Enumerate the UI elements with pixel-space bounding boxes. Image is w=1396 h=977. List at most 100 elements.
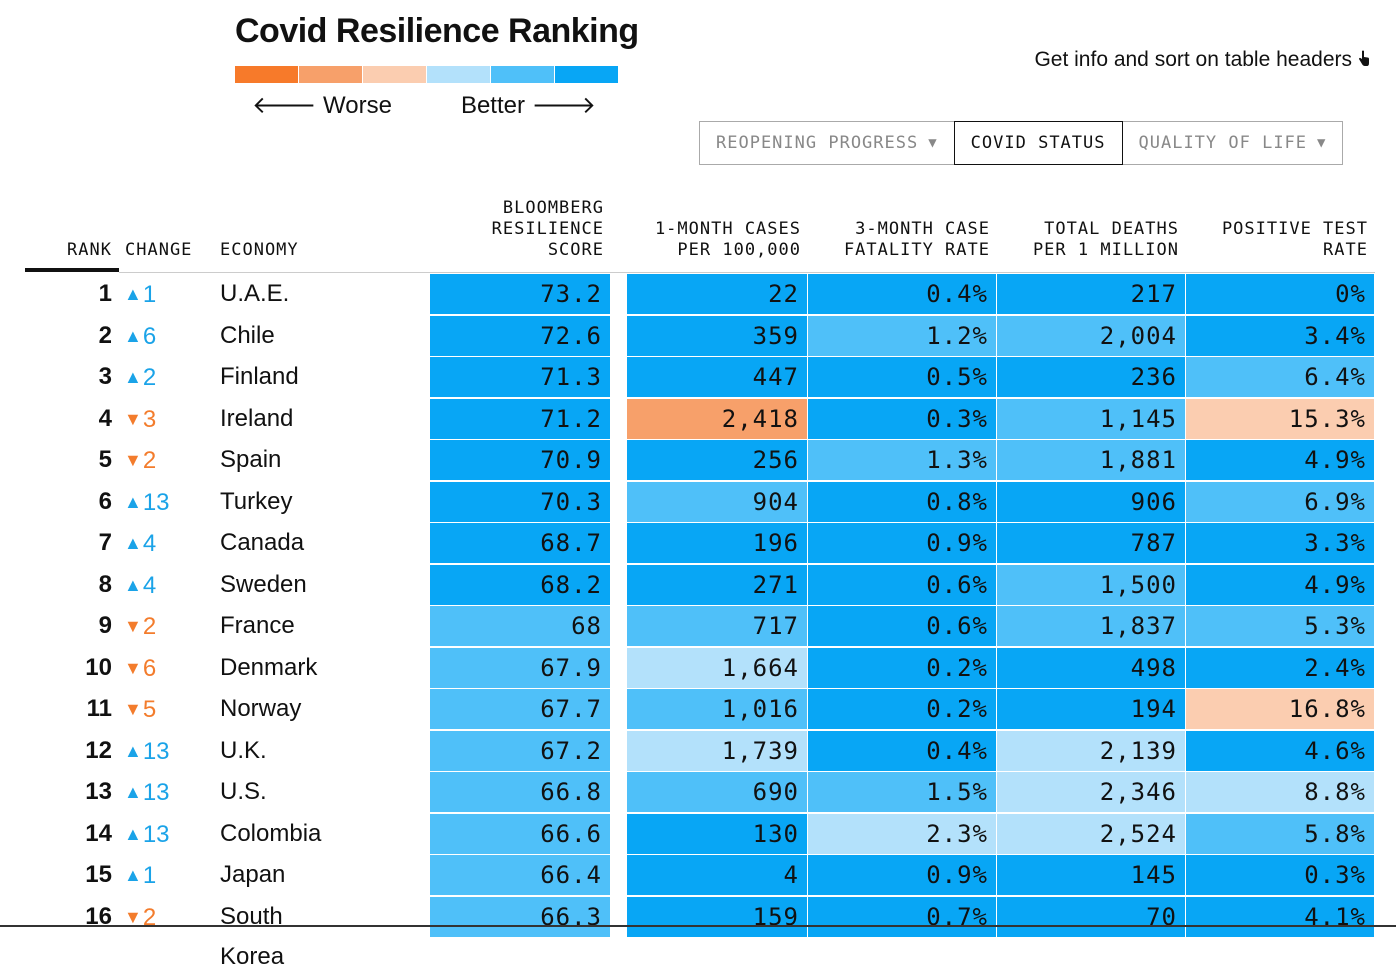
tab-label: QUALITY OF LIFE (1138, 133, 1308, 153)
fatality-cell: 0.2% (808, 689, 996, 729)
positive-cell: 5.3% (1186, 606, 1374, 646)
score-cell: 73.2 (430, 274, 610, 314)
triangle-down-icon: ▼ (124, 408, 142, 429)
cases-cell: 4 (627, 855, 807, 895)
score-cell: 68 (430, 606, 610, 646)
rank-change-value: 4 (142, 530, 157, 557)
cases-cell: 904 (627, 481, 807, 522)
cases-cell: 130 (627, 813, 807, 854)
rank-change-value: 1 (142, 862, 157, 889)
economy-name: U.S. (220, 778, 267, 805)
economy-name: South Korea (220, 902, 285, 970)
fatality-cell: 0.2% (808, 647, 996, 688)
sort-indicator-underline (25, 268, 119, 272)
rank-change: ▲13 (124, 731, 170, 772)
header-positive-line-1: POSITIVE TEST (1221, 219, 1368, 239)
fatality-cell: 0.7% (808, 896, 996, 937)
score-cell: 68.2 (430, 564, 610, 605)
color-scale-legend (235, 66, 619, 83)
rank-value: 8 (98, 570, 112, 598)
deaths-cell: 2,346 (997, 772, 1185, 812)
rank-change-value: 4 (142, 571, 157, 599)
tab-reopening-progress[interactable]: REOPENING PROGRESS ▼ (700, 122, 954, 164)
score-cell: 70.3 (430, 481, 610, 522)
triangle-down-icon: ▼ (124, 657, 142, 678)
score-cell: 70.9 (430, 440, 610, 480)
score-cell: 66.8 (430, 772, 610, 812)
filter-icon: ▼ (1317, 135, 1327, 151)
rank-value: 11 (86, 695, 112, 722)
header-positive-line-2: RATE (1323, 240, 1368, 260)
fatality-cell: 0.3% (808, 398, 996, 439)
rank-change: ▼2 (124, 440, 156, 481)
economy-name: Norway (220, 695, 302, 722)
fatality-cell: 1.5% (808, 772, 996, 812)
rank-change: ▲1 (124, 274, 156, 315)
score-cell: 66.4 (430, 855, 610, 895)
header-fatality[interactable]: 3-MONTH CASE FATALITY RATE (808, 219, 990, 261)
fatality-cell: 0.6% (808, 564, 996, 605)
positive-cell: 4.9% (1186, 564, 1374, 605)
filter-icon: ▼ (928, 135, 938, 151)
rank-change: ▼2 (124, 897, 156, 938)
score-cell: 66.3 (430, 896, 610, 937)
deaths-cell: 194 (997, 689, 1185, 729)
deaths-cell: 145 (997, 855, 1185, 895)
deaths-cell: 1,837 (997, 606, 1185, 646)
cases-cell: 1,664 (627, 647, 807, 688)
rank-value: 13 (85, 778, 112, 805)
header-deaths-line-1: TOTAL DEATHS (1044, 219, 1179, 239)
header-fatality-line-1: 3-MONTH CASE (855, 219, 990, 239)
header-change[interactable]: CHANGE (125, 240, 193, 260)
rank-value: 14 (85, 819, 112, 847)
cases-cell: 22 (627, 274, 807, 314)
fatality-cell: 0.9% (808, 523, 996, 563)
triangle-up-icon: ▲ (124, 865, 142, 885)
sort-hint-text: Get info and sort on table headers (1034, 48, 1352, 71)
rank-change-value: 3 (142, 405, 157, 433)
economy-name: Sweden (220, 570, 307, 598)
score-cell: 68.7 (430, 523, 610, 563)
triangle-up-icon: ▲ (124, 491, 142, 512)
cases-cell: 159 (627, 896, 807, 937)
fatality-cell: 0.6% (808, 606, 996, 646)
cases-cell: 2,418 (627, 398, 807, 439)
cases-cell: 256 (627, 440, 807, 480)
economy-name: France (220, 612, 295, 639)
sort-hint: Get info and sort on table headers (1034, 48, 1370, 72)
fatality-cell: 0.4% (808, 730, 996, 771)
rank-change-value: 13 (142, 488, 170, 516)
scale-swatch-4 (427, 66, 490, 83)
header-positive[interactable]: POSITIVE TEST RATE (1186, 219, 1368, 261)
rank-change-value: 2 (142, 447, 157, 474)
tab-covid-status[interactable]: COVID STATUS (953, 121, 1123, 165)
deaths-cell: 906 (997, 481, 1185, 522)
scale-swatch-6 (555, 66, 618, 83)
header-rank[interactable]: RANK (67, 240, 112, 260)
header-deaths-line-2: PER 1 MILLION (1032, 240, 1179, 260)
rank-value: 16 (85, 902, 112, 930)
scale-swatch-5 (491, 66, 554, 83)
deaths-cell: 498 (997, 647, 1185, 688)
header-cases[interactable]: 1-MONTH CASES PER 100,000 (627, 219, 801, 261)
triangle-down-icon: ▼ (124, 616, 142, 636)
tab-quality-of-life[interactable]: QUALITY OF LIFE ▼ (1123, 122, 1343, 164)
fatality-cell: 2.3% (808, 813, 996, 854)
rank-change-value: 2 (142, 613, 157, 640)
rank-change: ▼6 (124, 648, 156, 689)
rank-change: ▲1 (124, 855, 156, 896)
score-cell: 67.9 (430, 647, 610, 688)
header-deaths[interactable]: TOTAL DEATHS PER 1 MILLION (997, 219, 1179, 261)
positive-cell: 15.3% (1186, 398, 1374, 439)
score-cell: 67.7 (430, 689, 610, 729)
rank-value: 9 (98, 612, 112, 639)
score-cell: 71.2 (430, 398, 610, 439)
economy-name: Denmark (220, 653, 318, 681)
worse-label: 🡐 Worse (252, 92, 392, 119)
header-score[interactable]: BLOOMBERG RESILIENCE SCORE (430, 198, 604, 261)
rank-change-value: 6 (142, 322, 157, 350)
positive-cell: 0.3% (1186, 855, 1374, 895)
header-economy[interactable]: ECONOMY (220, 240, 299, 260)
positive-cell: 4.1% (1186, 896, 1374, 937)
positive-cell: 4.9% (1186, 440, 1374, 480)
